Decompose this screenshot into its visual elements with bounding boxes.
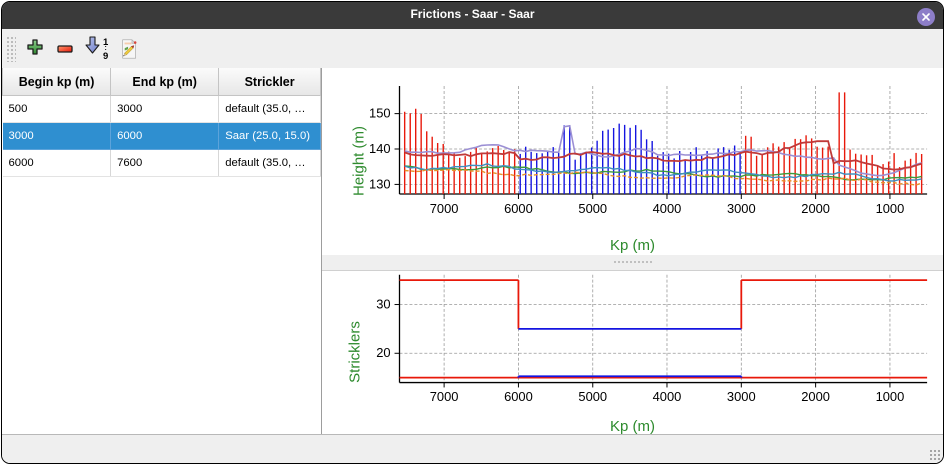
svg-text:7000: 7000	[430, 389, 459, 404]
svg-text:1000: 1000	[876, 201, 905, 216]
svg-text:6000: 6000	[504, 389, 533, 404]
svg-text:5000: 5000	[578, 389, 607, 404]
svg-text:30: 30	[376, 297, 390, 312]
svg-text:6000: 6000	[504, 201, 533, 216]
svg-text:4000: 4000	[653, 201, 682, 216]
svg-text:4000: 4000	[653, 389, 682, 404]
svg-text:150: 150	[369, 106, 391, 121]
svg-text:1000: 1000	[876, 389, 905, 404]
svg-text:7000: 7000	[430, 201, 459, 216]
svg-text:140: 140	[369, 141, 391, 156]
svg-text:20: 20	[376, 345, 390, 360]
svg-text:130: 130	[369, 176, 391, 191]
svg-text:9: 9	[103, 51, 108, 62]
svg-text:2000: 2000	[801, 389, 830, 404]
svg-text:5000: 5000	[578, 201, 607, 216]
svg-text:3000: 3000	[727, 201, 756, 216]
svg-text:2000: 2000	[801, 201, 830, 216]
svg-text:3000: 3000	[727, 389, 756, 404]
